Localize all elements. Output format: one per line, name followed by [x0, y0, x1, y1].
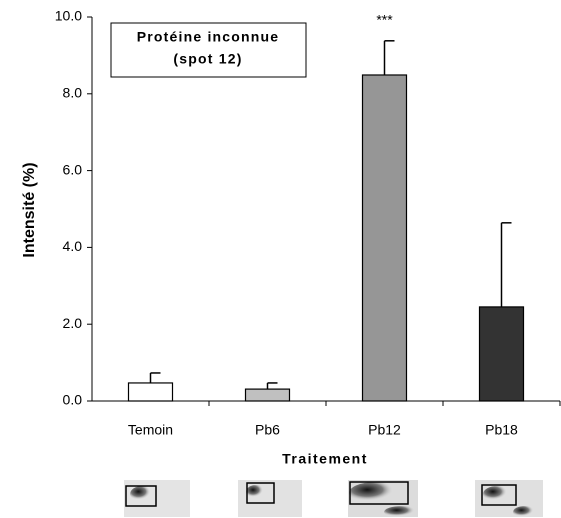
bar	[478, 306, 525, 402]
x-tick-label: Pb18	[485, 422, 518, 438]
x-tick-label: Temoin	[128, 422, 173, 438]
spot-thumbnails	[124, 480, 543, 518]
y-tick-label: 8.0	[63, 85, 83, 101]
x-tick-label: Pb12	[368, 422, 401, 438]
chart-title: (spot 12)	[173, 51, 242, 67]
x-axis-label: Traitement	[282, 451, 368, 467]
y-tick-label: 6.0	[63, 161, 83, 177]
chart-title: Protéine inconnue	[137, 29, 280, 45]
x-tick-label: Pb6	[255, 422, 280, 438]
title-box	[110, 22, 307, 78]
y-axis-label: Intensité (%)	[21, 162, 38, 257]
annotation: ***	[376, 12, 393, 28]
y-tick-label: 0.0	[63, 392, 83, 408]
bar	[244, 388, 291, 402]
y-tick-label: 2.0	[63, 315, 83, 331]
y-tick-label: 10.0	[55, 8, 82, 24]
bar	[361, 74, 408, 402]
y-tick-label: 4.0	[63, 238, 83, 254]
bar	[127, 382, 174, 402]
